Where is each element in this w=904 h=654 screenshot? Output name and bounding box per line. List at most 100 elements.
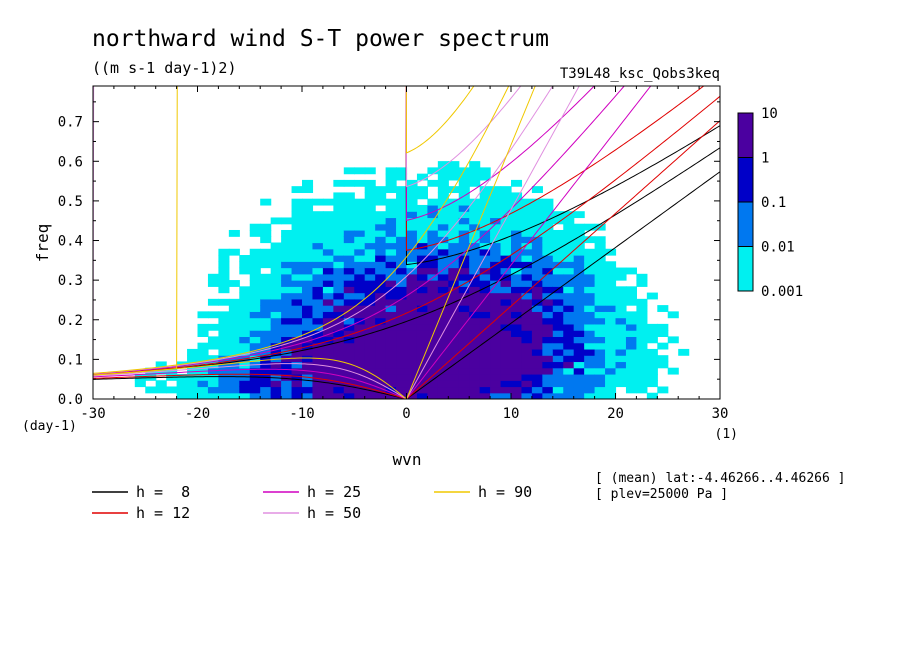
power-cell [302, 355, 314, 363]
power-cell [573, 355, 585, 363]
power-cell [322, 361, 334, 369]
power-cell [396, 204, 408, 212]
power-cell [207, 373, 219, 381]
power-cell [500, 317, 512, 325]
power-cell [469, 323, 481, 331]
power-cell [636, 348, 648, 356]
power-cell [396, 223, 408, 231]
power-cell [594, 267, 606, 275]
y-tick-label: 0.6 [58, 154, 83, 170]
power-cell [416, 267, 428, 275]
power-cell [594, 292, 606, 300]
power-cell [312, 229, 324, 237]
mrg-wave-curve-h25 [93, 86, 625, 375]
power-cell [396, 173, 408, 181]
power-cell [197, 380, 209, 388]
power-cell [333, 204, 345, 212]
power-cell [218, 298, 230, 306]
power-cell [343, 255, 355, 262]
power-cell [458, 380, 470, 388]
power-cell [625, 373, 637, 381]
power-cell [270, 217, 282, 225]
power-cell [531, 186, 543, 194]
power-cell [302, 386, 314, 394]
power-cell [573, 336, 585, 344]
power-cell [228, 305, 240, 312]
power-cell [448, 323, 460, 331]
power-cell [312, 242, 324, 250]
power-cell [396, 229, 408, 237]
power-cell [312, 330, 324, 337]
power-cell [291, 211, 303, 219]
power-cell [385, 242, 397, 250]
power-cell [615, 367, 627, 375]
power-cell [573, 305, 585, 312]
power-cell [563, 255, 575, 262]
power-cell [573, 348, 585, 356]
power-cell [375, 273, 387, 281]
power-cell [260, 311, 272, 319]
power-cell [249, 305, 261, 312]
power-cell [270, 317, 282, 325]
power-cell [448, 373, 460, 381]
power-cell [531, 367, 543, 375]
power-cell [406, 280, 418, 287]
power-cell [197, 373, 209, 381]
power-cell [406, 317, 418, 325]
power-cell [625, 367, 637, 375]
power-cell [521, 286, 533, 294]
power-cell [542, 229, 554, 237]
power-cell [197, 323, 209, 331]
power-cell [322, 330, 334, 337]
power-cell [542, 286, 554, 294]
power-cell [218, 286, 230, 294]
power-cell [375, 355, 387, 363]
power-cell [396, 167, 408, 175]
power-cell [270, 311, 282, 319]
power-cell [354, 311, 366, 319]
power-cell [385, 223, 397, 231]
power-cell [469, 204, 481, 212]
power-cell [448, 217, 460, 225]
power-cell [302, 311, 314, 319]
power-cell [354, 248, 366, 256]
power-cell [281, 273, 293, 281]
power-cell [385, 298, 397, 306]
power-cell [511, 273, 523, 281]
power-cell [260, 361, 272, 369]
power-cell [396, 217, 408, 225]
power-cell [406, 192, 418, 200]
power-cell [511, 280, 523, 287]
power-cell [354, 386, 366, 394]
rossby-wave-curve-h90 [93, 357, 407, 399]
power-cell [249, 292, 261, 300]
power-cell [406, 236, 418, 244]
power-cell [281, 255, 293, 262]
power-cell [542, 355, 554, 363]
power-cell [260, 248, 272, 256]
power-cell [500, 198, 512, 206]
power-cell [270, 386, 282, 394]
power-cell [469, 267, 481, 275]
power-cell [333, 280, 345, 287]
y-tick-label: 0.3 [58, 273, 83, 289]
power-cell [552, 342, 564, 350]
power-cell [584, 236, 596, 244]
power-cell [605, 273, 617, 281]
power-cell [437, 355, 449, 363]
power-cell [270, 242, 282, 250]
power-cell [615, 348, 627, 356]
power-cell [500, 355, 512, 363]
power-cell [364, 217, 376, 225]
power-cell [197, 311, 209, 319]
power-cell [270, 298, 282, 306]
power-cell [594, 330, 606, 337]
power-cell [406, 179, 418, 187]
power-cell [605, 298, 617, 306]
power-cell [437, 179, 449, 187]
power-cell [469, 198, 481, 206]
power-cell [228, 336, 240, 344]
ig-wave-curve-h90 [93, 86, 475, 376]
power-cell [437, 330, 449, 337]
power-cell [260, 286, 272, 294]
